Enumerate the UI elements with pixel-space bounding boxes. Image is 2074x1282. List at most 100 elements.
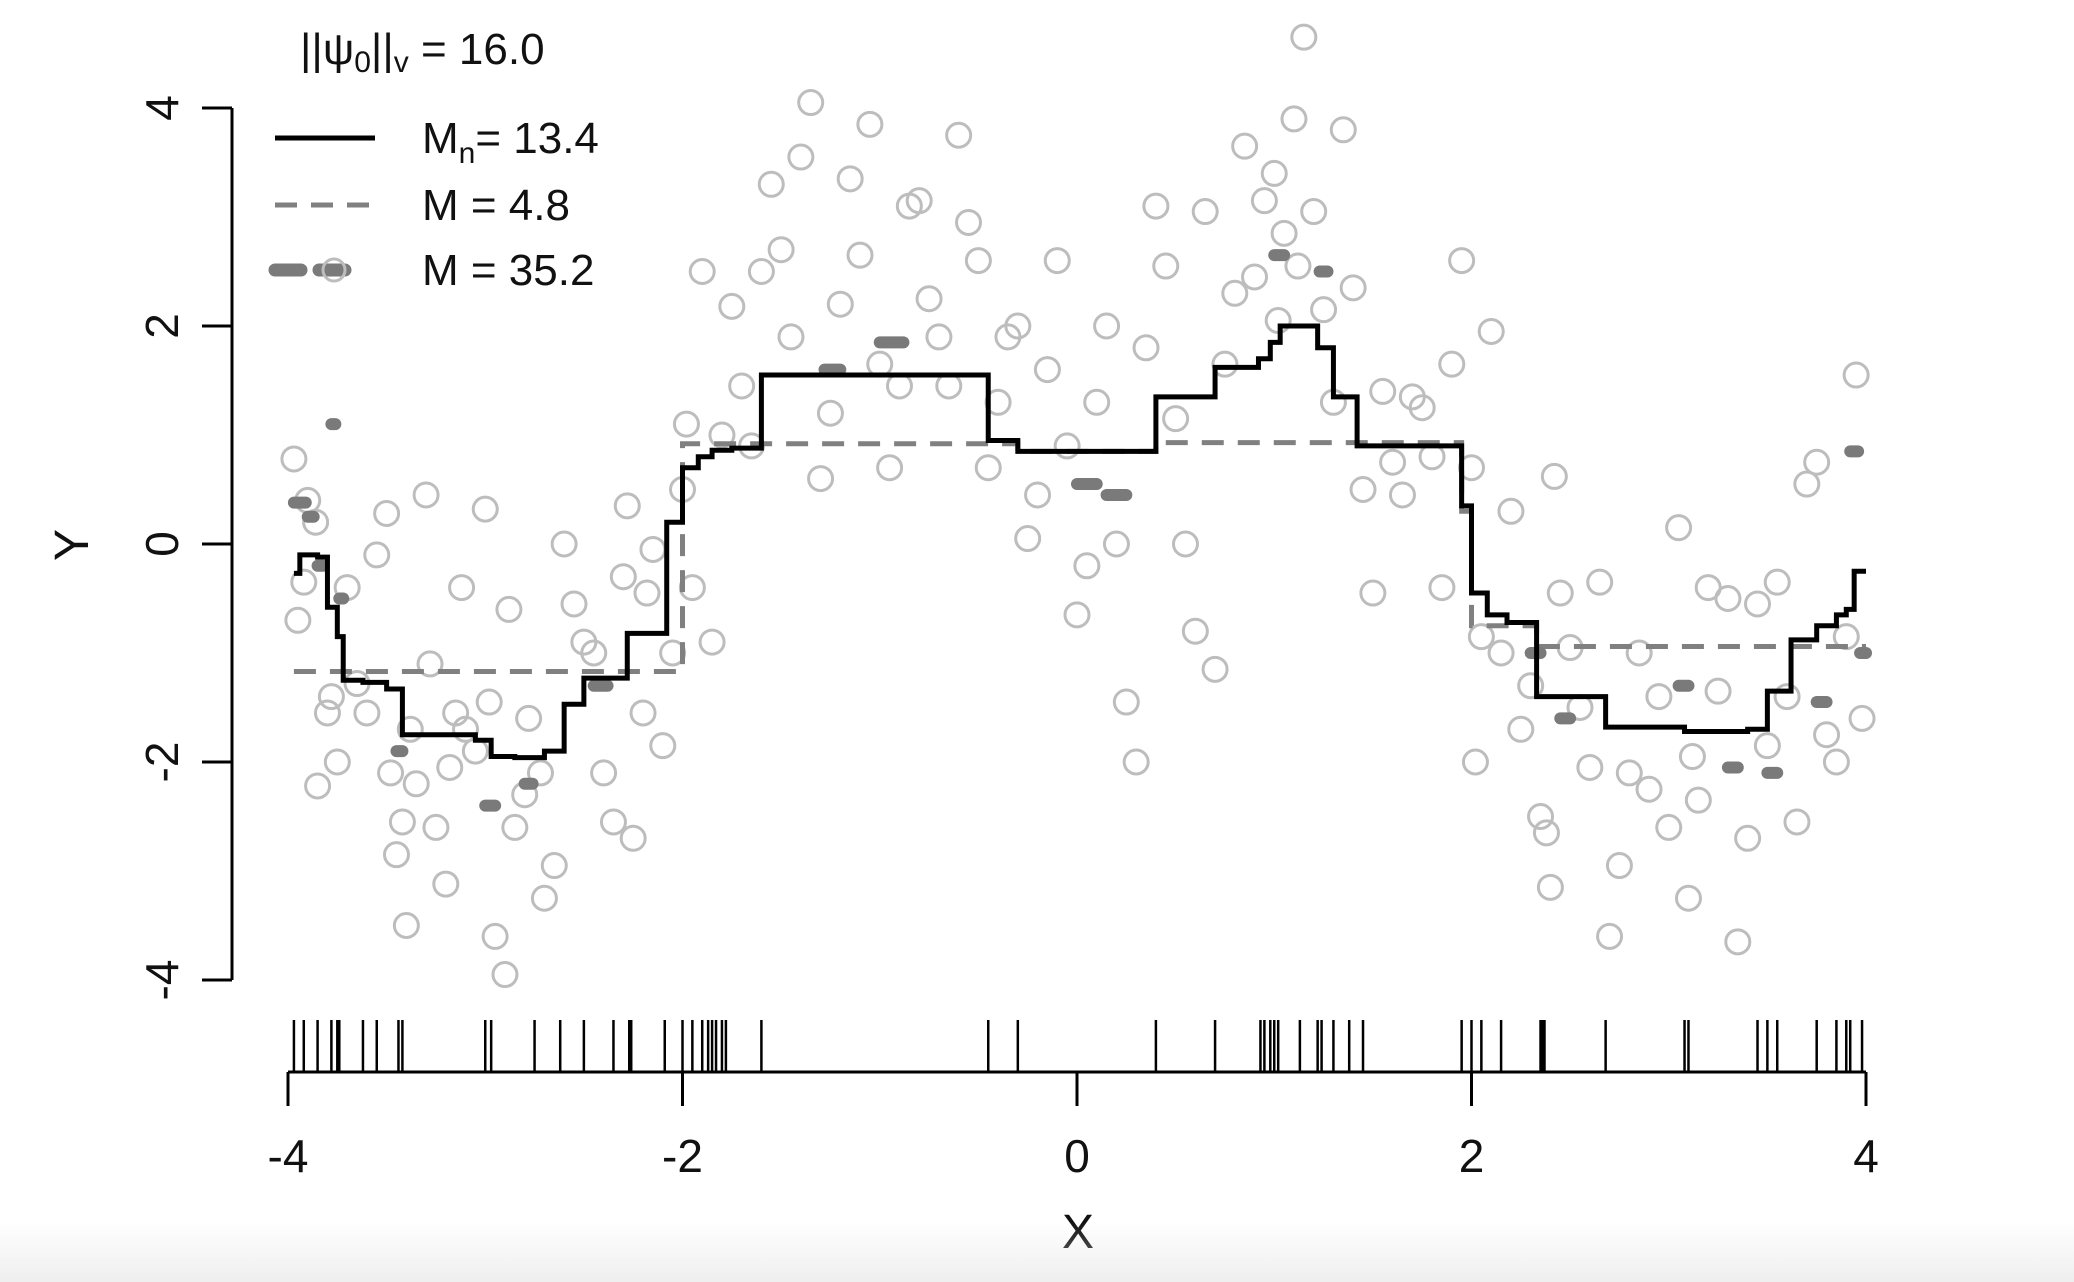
data-point: [1842, 361, 1870, 389]
data-point: [905, 187, 933, 215]
data-point: [1083, 388, 1111, 416]
data-point: [708, 421, 736, 449]
data-point: [1241, 263, 1269, 291]
data-point: [1024, 481, 1052, 509]
x-tick-label: -2: [662, 1130, 703, 1182]
data-point: [1221, 279, 1249, 307]
data-point: [590, 759, 618, 787]
data-point: [1014, 525, 1042, 553]
data-point: [1053, 432, 1081, 460]
data-point: [1753, 732, 1781, 760]
data-point: [698, 628, 726, 656]
data-point: [974, 454, 1002, 482]
data-point: [475, 688, 503, 716]
data-point: [422, 813, 450, 841]
data-point: [280, 445, 308, 473]
data-point: [396, 715, 424, 743]
data-point: [1734, 824, 1762, 852]
data-point: [377, 759, 405, 787]
data-point: [1527, 803, 1555, 830]
data-point: [1461, 748, 1489, 776]
x-tick-label: 0: [1064, 1130, 1090, 1182]
data-point: [448, 574, 476, 602]
y-tick-label: 4: [136, 95, 188, 121]
bottom-shadow: [0, 1222, 2074, 1282]
data-point: [550, 530, 578, 558]
data-point: [1773, 683, 1801, 711]
data-point: [436, 753, 464, 781]
data-point: [836, 165, 864, 193]
data-point: [1517, 672, 1545, 700]
data-point: [955, 208, 983, 236]
data-point: [797, 89, 825, 117]
data-point: [688, 258, 716, 285]
data-point: [1290, 23, 1318, 51]
data-point: [1674, 884, 1702, 912]
data-point: [1191, 198, 1219, 226]
data-point: [363, 541, 391, 569]
data-point: [1428, 574, 1456, 602]
series-line-solid: [293, 323, 1866, 761]
data-point: [609, 563, 637, 591]
data-point: [1803, 448, 1831, 476]
data-point: [633, 579, 661, 607]
data-point: [495, 595, 523, 623]
data-point: [1033, 356, 1061, 384]
data-point: [925, 323, 953, 351]
data-point: [1379, 448, 1407, 476]
chart-title: ||ψ0||v = 16.0: [300, 25, 545, 79]
data-point: [1260, 159, 1288, 187]
data-point: [1388, 481, 1416, 509]
data-point: [1122, 748, 1150, 776]
data-point: [1540, 462, 1568, 490]
data-point: [1349, 476, 1377, 503]
data-point: [1369, 377, 1397, 405]
data-point: [530, 884, 558, 912]
data-point: [1448, 247, 1476, 275]
data-point: [1684, 786, 1712, 814]
data-point: [757, 170, 785, 198]
y-tick-label: -2: [136, 742, 188, 783]
data-point: [1615, 759, 1643, 787]
data-point: [317, 683, 345, 711]
data-point: [452, 715, 480, 743]
data-point: [471, 495, 499, 523]
data-point: [885, 372, 913, 400]
data-point: [1822, 748, 1850, 776]
data-point: [1132, 334, 1160, 362]
data-point: [1848, 704, 1876, 732]
data-point: [1359, 579, 1387, 607]
data-point: [402, 770, 430, 798]
fit-lines: [287, 249, 1872, 812]
data-point: [1497, 497, 1525, 525]
data-point: [718, 292, 746, 320]
data-point: [1063, 601, 1091, 629]
data-point: [540, 852, 568, 880]
data-point: [1532, 819, 1560, 847]
data-point: [1744, 590, 1772, 618]
data-point: [856, 110, 884, 138]
data-point: [1655, 813, 1683, 841]
data-point: [1171, 530, 1199, 558]
x-tick-label: 4: [1853, 1130, 1879, 1182]
data-point: [481, 922, 509, 950]
data-point: [1576, 753, 1604, 781]
data-point: [1201, 655, 1229, 683]
scatter-points: [280, 23, 1876, 989]
data-point: [945, 121, 973, 149]
data-point: [323, 748, 351, 776]
data-point: [1665, 514, 1693, 542]
data-point: [1142, 192, 1170, 220]
data-point: [1231, 132, 1259, 160]
data-point: [1043, 247, 1071, 275]
data-point: [1487, 639, 1515, 667]
data-point: [915, 285, 943, 313]
data-point: [1093, 312, 1121, 340]
data-point: [876, 454, 904, 482]
data-point: [1310, 296, 1338, 324]
data-point: [787, 143, 815, 171]
data-point: [491, 961, 519, 989]
axes: -4 -2 0 2 4 -4 -2 0 2 4: [136, 95, 1879, 1182]
data-point: [629, 699, 657, 727]
y-tick-label: 2: [136, 313, 188, 339]
